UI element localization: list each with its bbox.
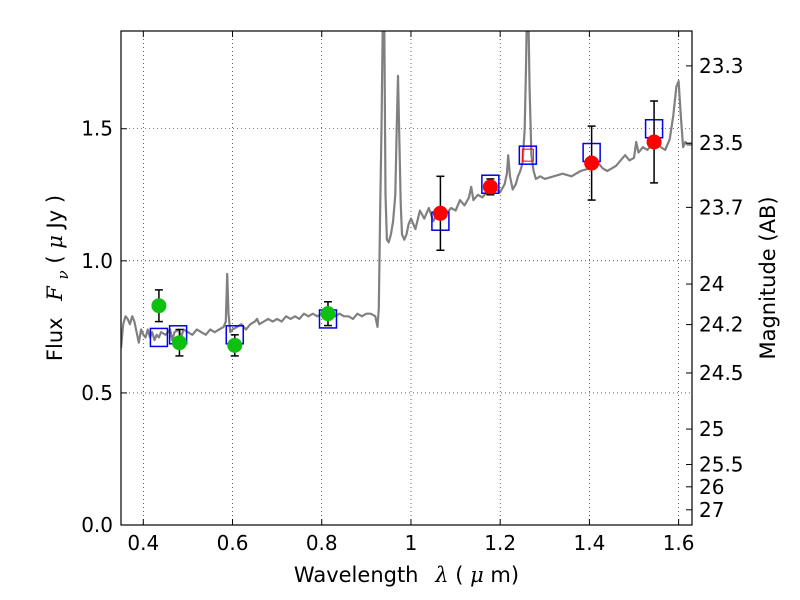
- axis-ticks: 0.4 0.6 0.8 1 1.2 1.4 1.6 0.0 0.5 1.0 1.5 23.3 23.5 2…: [81, 31, 744, 555]
- mag-tick-label: 24.5: [699, 361, 744, 385]
- y-tick-label: 1.5: [81, 117, 113, 141]
- mag-tick-label: 25.5: [699, 452, 744, 476]
- x-tick-label: 1.6: [663, 531, 695, 555]
- y-axis-title-unit-mu: μ: [43, 235, 67, 249]
- x-axis-title-symbol: λ: [434, 563, 448, 587]
- observed-photometry: [151, 100, 662, 357]
- mag-tick-label: 23.5: [699, 131, 744, 155]
- right-axis-title: Magnitude (AB): [756, 196, 780, 359]
- x-tick-label: 1.4: [573, 531, 605, 555]
- x-tick-label: 1: [405, 531, 418, 555]
- y-axis-title-unit-open: (: [43, 249, 67, 264]
- template-spectrum-line: [121, 31, 692, 349]
- x-axis-title-prefix: Wavelength: [294, 563, 419, 587]
- observed-point-red: [482, 179, 498, 195]
- mag-tick-label: 23.3: [699, 54, 744, 78]
- observed-point-green: [171, 335, 187, 351]
- x-axis-title: Wavelength λ ( μ m): [294, 563, 519, 587]
- x-axis-title-unit-mu: μ: [470, 563, 484, 587]
- y-axis-title: Flux F ν ( μ Jy ): [43, 195, 73, 361]
- x-axis-title-unit-open: (: [455, 563, 463, 587]
- x-tick-label: 1.2: [484, 531, 516, 555]
- x-tick-label: 0.6: [217, 531, 249, 555]
- mag-tick-label: 25: [699, 417, 724, 441]
- x-tick-label: 0.8: [306, 531, 338, 555]
- y-tick-label: 0.5: [81, 381, 113, 405]
- plot-frame: [120, 30, 693, 526]
- model-box-marker: [149, 327, 169, 348]
- observed-point-green: [320, 306, 336, 322]
- y-axis-title-prefix: Flux: [43, 317, 67, 361]
- y-tick-label: 1.0: [81, 249, 113, 273]
- mag-tick-label: 26: [699, 475, 724, 499]
- model-box-marker: [518, 145, 538, 165]
- model-box-inner-marker: [521, 148, 534, 162]
- y-axis-title-subscript: ν: [54, 270, 72, 279]
- mag-tick-label: 24: [699, 272, 724, 296]
- y-axis-title-symbol: F: [43, 285, 67, 302]
- observed-point-red: [584, 155, 600, 171]
- mag-tick-label: 23.7: [699, 195, 744, 219]
- mag-tick-label: 27: [699, 498, 724, 522]
- observed-point-green: [151, 298, 167, 314]
- template-spectrum: [121, 31, 692, 349]
- x-axis-title-unit-rest: m): [490, 563, 519, 587]
- x-tick-label: 0.4: [127, 531, 159, 555]
- mag-tick-label: 24.2: [699, 313, 744, 337]
- observed-point-green: [227, 337, 243, 353]
- y-tick-label: 0.0: [81, 513, 113, 537]
- y-axis-title-unit-rest: Jy ): [43, 195, 67, 231]
- observed-point-red: [432, 205, 448, 221]
- observed-point-red: [646, 134, 662, 150]
